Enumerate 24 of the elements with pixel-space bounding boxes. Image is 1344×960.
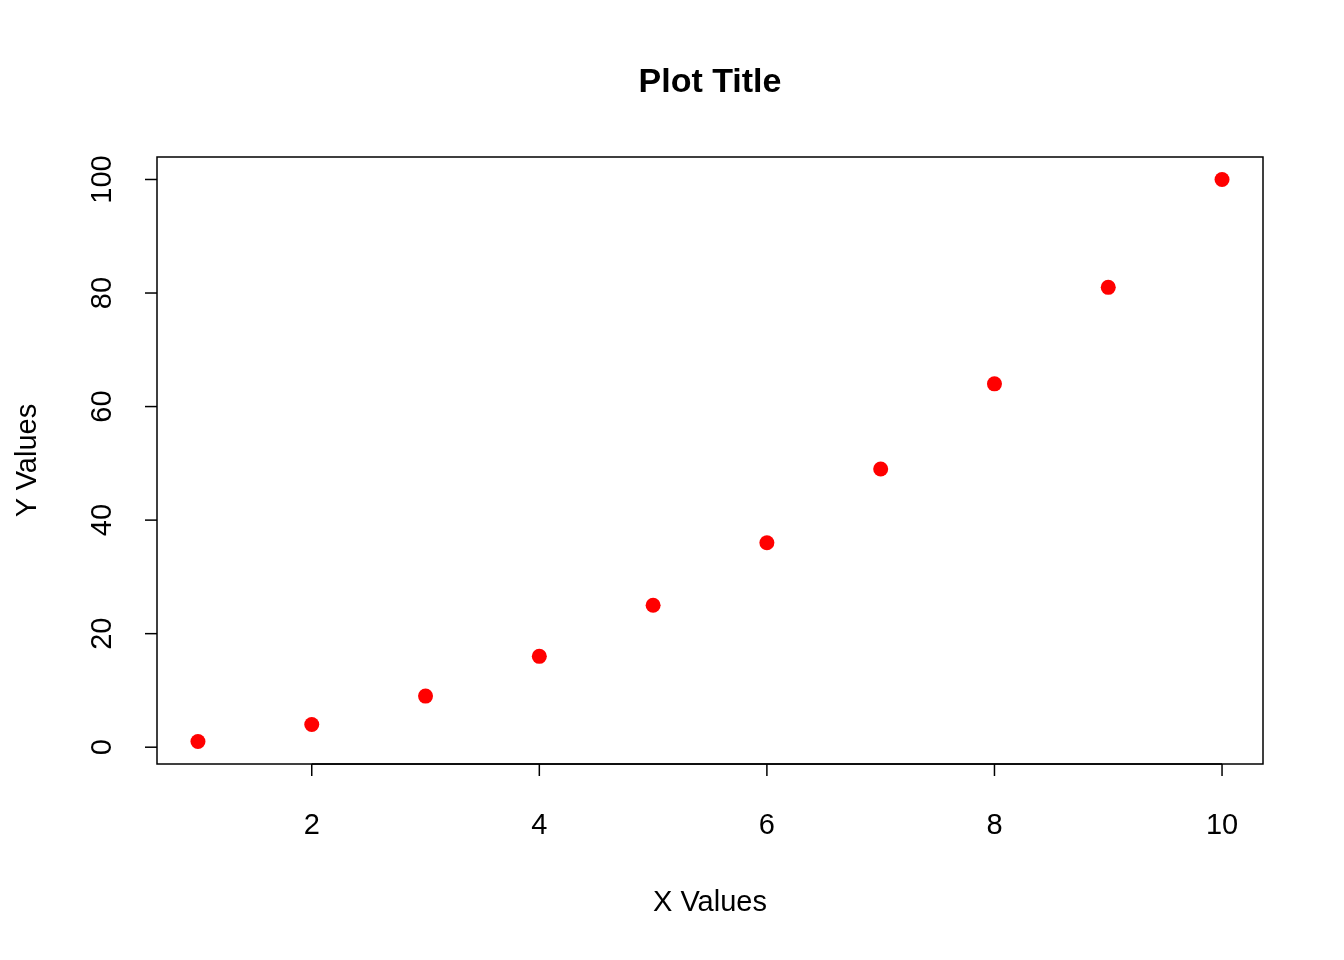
y-tick-label: 0: [85, 739, 117, 756]
x-tick-label: 6: [758, 808, 775, 840]
point: [759, 535, 775, 551]
point: [1100, 279, 1116, 295]
point: [304, 717, 320, 732]
y-tick-label: 40: [85, 503, 117, 537]
x-tick-label: 10: [1205, 808, 1239, 840]
point: [1214, 172, 1230, 187]
x-tick-label: 2: [303, 808, 320, 840]
y-tick-label: 100: [85, 155, 117, 204]
point: [645, 597, 661, 613]
point: [986, 376, 1002, 392]
y-tick-label: 60: [85, 390, 117, 423]
y-axis-title: Y Values: [10, 403, 42, 518]
x-tick-label: 8: [986, 808, 1003, 840]
chart-title: Plot Title: [638, 61, 782, 99]
y-tick-label: 20: [85, 617, 117, 650]
x-tick-label: 4: [531, 808, 548, 840]
point: [873, 461, 889, 477]
y-tick-label: 80: [85, 276, 117, 310]
point: [531, 648, 547, 664]
point: [418, 688, 434, 704]
x-axis-title: X Values: [653, 885, 767, 917]
point: [190, 734, 206, 749]
